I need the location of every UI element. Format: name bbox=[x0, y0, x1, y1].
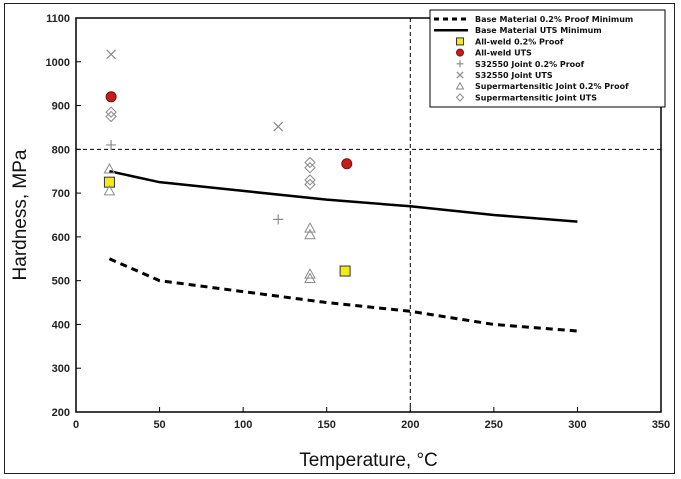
point-supermartensitic-joint-0-2-proof bbox=[103, 184, 116, 196]
point-all-weld-0-2-proof bbox=[339, 265, 351, 277]
axis-ticks: 0 50 100 150 200 250 300 350 200 300 400 500 600 700 8… bbox=[46, 13, 671, 431]
x-tick-label: 350 bbox=[652, 419, 670, 431]
legend-label-s32550-joint-0-2-proof: S32550 Joint 0.2% Proof bbox=[475, 60, 585, 69]
grid-lines bbox=[76, 18, 661, 412]
point-supermartensitic-joint-uts bbox=[304, 162, 316, 174]
hardness-temperature-chart: 0 50 100 150 200 250 300 350 200 300 400 500 600 700 8… bbox=[10, 9, 671, 471]
x-tick-label: 0 bbox=[73, 419, 79, 431]
legend-swatch-all-weld-0-2-proof bbox=[456, 37, 464, 46]
legend-label-all-weld-0-2-proof: All-weld 0.2% Proof bbox=[475, 37, 564, 46]
x-tick-label: 200 bbox=[401, 419, 419, 431]
point-supermartensitic-joint-0-2-proof bbox=[304, 222, 316, 233]
legend-swatch-s32550-joint-uts bbox=[456, 71, 464, 79]
point-supermartensitic-joint-0-2-proof bbox=[103, 163, 116, 174]
point-s32550-joint-0-2-proof bbox=[273, 214, 284, 225]
point-supermartensitic-joint-uts bbox=[105, 110, 117, 123]
point-supermartensitic-joint-uts bbox=[105, 106, 117, 118]
y-tick-label: 400 bbox=[52, 319, 70, 331]
point-s32550-joint-0-2-proof bbox=[106, 139, 117, 150]
legend-label-supermartensitic-joint-uts: Supermartensitic Joint UTS bbox=[475, 93, 597, 102]
point-supermartensitic-joint-uts bbox=[304, 156, 316, 169]
point-s32550-joint-uts bbox=[273, 121, 284, 132]
legend-box bbox=[429, 9, 666, 108]
x-tick-label: 300 bbox=[568, 419, 586, 431]
legend-label-supermartensitic-joint-0-2-proof: Supermartensitic Joint 0.2% Proof bbox=[475, 82, 629, 91]
legend-label-s32550-joint-uts: S32550 Joint UTS bbox=[475, 71, 553, 80]
y-tick-label: 1000 bbox=[46, 57, 70, 69]
series-line-base-material-uts-minimum bbox=[109, 170, 578, 223]
series-line-base-material-0-2-proof-minimum bbox=[108, 257, 578, 333]
plot-area bbox=[75, 17, 662, 413]
legend-swatch-all-weld-uts bbox=[456, 48, 464, 57]
x-tick-label: 250 bbox=[485, 419, 503, 431]
legend-label-base-material-uts-minimum: Base Material UTS Minimum bbox=[475, 26, 602, 35]
y-tick-label: 300 bbox=[52, 363, 70, 375]
point-supermartensitic-joint-0-2-proof bbox=[304, 268, 316, 279]
legend-swatch-s32550-joint-0-2-proof bbox=[456, 60, 464, 68]
x-tick-label: 100 bbox=[234, 419, 252, 431]
y-tick-label: 1100 bbox=[46, 13, 70, 25]
legend-swatch-supermartensitic-joint-0-2-proof bbox=[455, 81, 465, 90]
point-all-weld-uts bbox=[105, 91, 117, 103]
y-tick-label: 200 bbox=[52, 407, 70, 419]
legend: Base Material 0.2% Proof Minimum Base Mat… bbox=[429, 9, 666, 108]
x-tick-label: 50 bbox=[153, 419, 165, 431]
legend-swatch-supermartensitic-joint-uts bbox=[455, 93, 465, 102]
y-tick-label: 700 bbox=[52, 188, 70, 200]
x-tick-label: 150 bbox=[318, 419, 336, 431]
point-s32550-joint-uts bbox=[106, 49, 117, 60]
point-supermartensitic-joint-0-2-proof bbox=[304, 272, 316, 283]
y-tick-label: 800 bbox=[52, 144, 70, 156]
point-all-weld-uts bbox=[341, 158, 353, 170]
y-axis-title: Hardness, MPa bbox=[10, 149, 31, 280]
legend-label-all-weld-uts: All-weld UTS bbox=[475, 49, 532, 58]
point-supermartensitic-joint-uts bbox=[304, 178, 316, 191]
series-layer bbox=[103, 49, 578, 333]
y-tick-label: 500 bbox=[52, 276, 70, 288]
legend-label-base-material-0-2-proof-minimum: Base Material 0.2% Proof Minimum bbox=[475, 15, 633, 24]
x-axis-title: Temperature, °C bbox=[299, 450, 438, 471]
chart-frame: 0 50 100 150 200 250 300 350 200 300 400 500 600 700 8… bbox=[4, 3, 675, 474]
y-tick-label: 600 bbox=[52, 232, 70, 244]
point-supermartensitic-joint-uts bbox=[304, 174, 316, 186]
y-tick-label: 900 bbox=[52, 101, 70, 113]
point-all-weld-0-2-proof bbox=[103, 176, 115, 188]
point-supermartensitic-joint-0-2-proof bbox=[304, 228, 316, 240]
